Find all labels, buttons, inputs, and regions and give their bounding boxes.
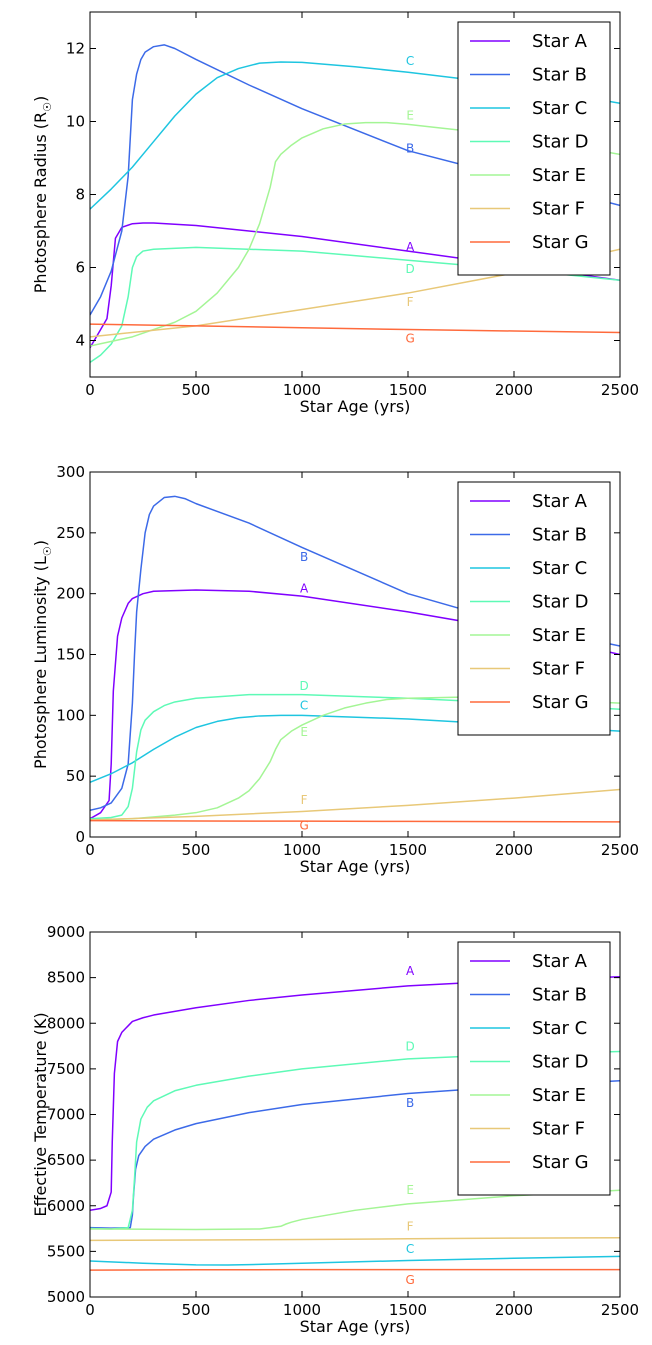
- x-tick-label: 500: [182, 381, 211, 399]
- annotation-g: G: [405, 331, 414, 345]
- series-line-star-g: [90, 821, 620, 822]
- y-tick-label: 5000: [47, 1288, 85, 1306]
- chart-panel-3: A D B E FC G 0 500 1000 1500 2000 2500 5000 5500 6000 6…: [31, 923, 639, 1336]
- x-tick-label: 2500: [601, 841, 639, 859]
- y-axis-label-sun-symbol: ☉: [41, 102, 54, 112]
- y-tick-label: 4: [75, 332, 85, 350]
- y-axis-label-main: Photosphere Luminosity (L: [31, 556, 50, 769]
- legend-label: Star G: [532, 232, 589, 253]
- y-tick-label: 100: [56, 706, 85, 724]
- x-tick-label: 0: [85, 841, 95, 859]
- legend-label: Star F: [532, 1119, 585, 1140]
- x-tick-label: 0: [85, 1301, 95, 1319]
- x-tick-label: 2000: [495, 381, 533, 399]
- y-tick-label: 6000: [47, 1197, 85, 1215]
- annotation-e: E: [300, 725, 308, 739]
- x-axis-label: Star Age (yrs): [300, 1317, 411, 1336]
- legend-label: Star E: [532, 625, 586, 646]
- y-tick-label: 200: [56, 585, 85, 603]
- annotation-g: G: [405, 1273, 414, 1287]
- y-tick-label: 250: [56, 524, 85, 542]
- annotation-f: F: [407, 295, 414, 309]
- y-tick-label: 6500: [47, 1151, 85, 1169]
- legend-label: Star D: [532, 132, 589, 153]
- chart-panel-1: C E B AD F G 0 500 1000 1500 2000 2500 4 6 8 10 12 Star A…: [31, 12, 639, 416]
- legend-label: Star A: [532, 951, 588, 972]
- y-axis-label-sun-symbol: ☉: [41, 546, 54, 556]
- x-tick-label: 500: [182, 841, 211, 859]
- annotation-e: E: [406, 109, 414, 123]
- legend-label: Star D: [532, 1052, 589, 1073]
- series-line-star-f: [90, 1238, 620, 1241]
- series-line-star-e: [90, 1190, 620, 1229]
- annotation-a: A: [406, 964, 415, 978]
- y-axis-label: Photosphere Luminosity (L☉): [31, 540, 54, 769]
- annotation-b: B: [406, 1096, 414, 1110]
- legend: Star A Star B Star C Star D Star E Star F Star…: [458, 942, 610, 1195]
- annotation-e: E: [406, 1183, 414, 1197]
- legend-label: Star C: [532, 98, 587, 119]
- y-tick-label: 10: [66, 113, 85, 131]
- annotation-c: C: [300, 698, 308, 712]
- annotation-d: D: [405, 262, 414, 276]
- legend-label: Star E: [532, 1085, 586, 1106]
- y-tick-label: 6: [75, 259, 85, 277]
- legend-label: Star B: [532, 985, 587, 1006]
- x-axis-label: Star Age (yrs): [300, 397, 411, 416]
- legend-label: Star A: [532, 31, 588, 52]
- y-tick-label: 7500: [47, 1060, 85, 1078]
- y-tick-label: 12: [66, 40, 85, 58]
- annotation-b: B: [300, 550, 308, 564]
- x-tick-label: 2000: [495, 841, 533, 859]
- y-tick-label: 8000: [47, 1014, 85, 1032]
- chart-panel-2: BADCEFG0 500 1000 1500 2000 25000501001502002…: [31, 463, 639, 876]
- x-tick-label: 500: [182, 1301, 211, 1319]
- x-tick-label: 0: [85, 381, 95, 399]
- y-tick-label: 7000: [47, 1106, 85, 1124]
- legend-label: Star G: [532, 1152, 589, 1173]
- annotation-b: B: [406, 142, 414, 156]
- y-axis-label: Photosphere Radius (R☉): [31, 96, 54, 294]
- y-axis-label: Effective Temperature (K): [31, 1012, 50, 1216]
- y-tick-label: 300: [56, 463, 85, 481]
- legend-label: Star A: [532, 491, 588, 512]
- y-axis-label-main: Effective Temperature (K): [31, 1012, 50, 1216]
- y-tick-label: 50: [66, 767, 85, 785]
- y-tick-label: 0: [75, 828, 85, 846]
- legend-label: Star F: [532, 199, 585, 220]
- annotation-a: A: [300, 581, 309, 595]
- y-tick-label: 150: [56, 646, 85, 664]
- legend: Star A Star B Star C Star D Star E Star F Star…: [458, 482, 610, 735]
- annotation-d: D: [405, 1040, 414, 1054]
- annotation-c: C: [406, 1242, 414, 1256]
- annotation-a: A: [406, 240, 415, 254]
- x-tick-label: 2500: [601, 381, 639, 399]
- legend-label: Star C: [532, 1018, 587, 1039]
- x-axis-label: Star Age (yrs): [300, 857, 411, 876]
- legend: Star A Star B Star C Star D Star E Star F Star…: [458, 22, 610, 275]
- legend-label: Star G: [532, 692, 589, 713]
- annotation-d: D: [299, 679, 308, 693]
- legend-label: Star F: [532, 659, 585, 680]
- x-tick-label: 2000: [495, 1301, 533, 1319]
- annotation-f: F: [301, 793, 308, 807]
- y-tick-label: 9000: [47, 923, 85, 941]
- y-tick-label: 5500: [47, 1242, 85, 1260]
- legend-label: Star E: [532, 165, 586, 186]
- annotation-g: G: [299, 819, 308, 833]
- series-line-star-c: [90, 1256, 620, 1265]
- y-tick-label: 8500: [47, 969, 85, 987]
- legend-label: Star B: [532, 525, 587, 546]
- annotation-f: F: [407, 1219, 414, 1233]
- legend-label: Star D: [532, 592, 589, 613]
- legend-label: Star C: [532, 558, 587, 579]
- y-axis-label-close: ): [31, 540, 50, 546]
- annotation-c: C: [406, 54, 414, 68]
- y-axis-label-main: Photosphere Radius (R: [31, 112, 50, 293]
- y-tick-label: 8: [75, 186, 85, 204]
- legend-label: Star B: [532, 65, 587, 86]
- x-tick-label: 2500: [601, 1301, 639, 1319]
- y-axis-label-close: ): [31, 96, 50, 102]
